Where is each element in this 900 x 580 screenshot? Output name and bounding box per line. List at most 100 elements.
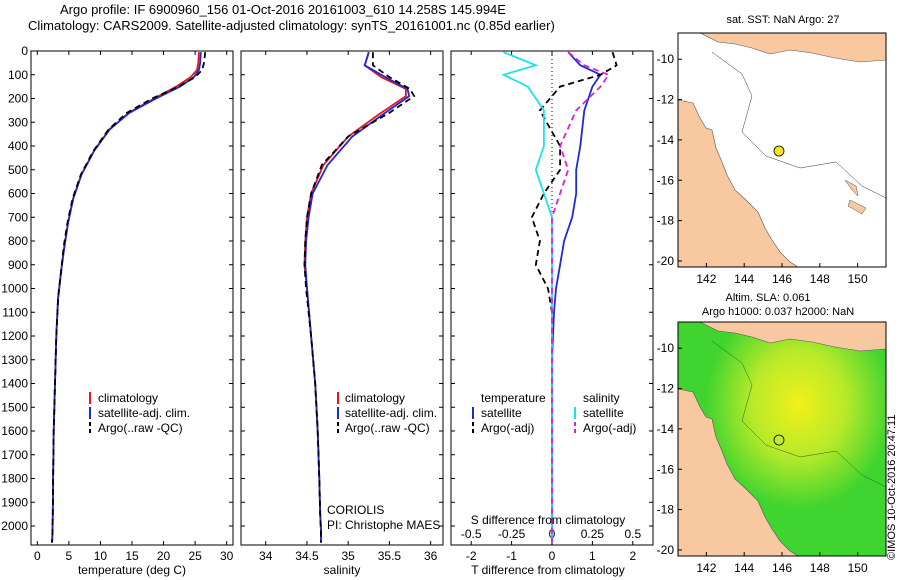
sst-map	[678, 33, 886, 267]
map-x-tick-label: 150	[848, 272, 868, 286]
imos-timestamp: ©IMOS 10-Oct-2016 20:47:11	[886, 414, 898, 560]
map-x-tick-label: 142	[696, 272, 716, 286]
x-tick-label: -2	[466, 549, 477, 563]
temperature-legend: climatology satellite-adj. clim. Argo(..…	[89, 391, 190, 435]
y-tick-label: 1600	[1, 424, 28, 438]
y-tick-label: 1200	[1, 329, 28, 343]
y-tick-label: 400	[8, 139, 28, 153]
temperature-plot-frame	[30, 50, 234, 546]
map-y-tick-label: -14	[657, 422, 675, 436]
map-y-tick-label: -12	[657, 93, 675, 107]
map-y-tick-label: -16	[657, 173, 675, 187]
figure-title-line1: Argo profile: IF 6900960_156 01-Oct-2016…	[60, 2, 506, 17]
institution-label: CORIOLIS	[327, 503, 384, 517]
x-tick-label: 0	[549, 549, 556, 563]
landmass-png	[699, 322, 886, 352]
s-tick-label: 0.5	[624, 527, 641, 541]
y-tick-label: 500	[8, 163, 28, 177]
sst-map-ticks: 142 144 146 148 150 -10 -12 -14 -16 -18 -20	[657, 52, 868, 286]
landmass-australia	[678, 388, 799, 556]
legend-climatology: climatology	[98, 391, 158, 405]
sla-map	[678, 322, 886, 556]
x-tick-label: 2	[629, 549, 636, 563]
s-difference-x-label: S difference from climatology	[471, 513, 626, 527]
series-line-satellite	[501, 51, 553, 543]
difference-plot: -2 -1 0 1 2-0.5 -0.25 0 0.25 0.5	[451, 50, 653, 563]
y-tick-label: 1900	[1, 495, 28, 509]
sst-map-title: sat. SST: NaN Argo: 27	[726, 14, 839, 26]
figure-title-line2: Climatology: CARS2009. Satellite-adjuste…	[28, 18, 555, 33]
temperature-x-label: temperature (deg C)	[78, 563, 186, 577]
legend-satellite-adj: satellite-adj. clim.	[345, 406, 437, 420]
sla-map-ticks: 142 144 146 148 150 -10 -12 -14 -16 -18 -20	[657, 341, 868, 575]
s-tick-label: 0.25	[581, 527, 605, 541]
argo-location-marker	[773, 145, 785, 157]
y-tick-label: 900	[8, 258, 28, 272]
temperature-plot: 0 5 10 15 20 25 300100200300400500600700800900…	[1, 44, 233, 563]
series-line-argo-raw-qc-	[303, 52, 416, 543]
salinity-plot-frame	[240, 50, 444, 546]
map-y-tick-label: -20	[657, 254, 675, 268]
y-tick-label: 200	[8, 92, 28, 106]
map-x-tick-label: 144	[734, 561, 754, 575]
series-line-satellite	[551, 51, 602, 543]
series-line-satellite-adj-clim-	[304, 51, 411, 543]
series-line-argo-adj-	[551, 51, 610, 543]
map-x-tick-label: 150	[848, 561, 868, 575]
landmass-australia	[678, 99, 799, 267]
map-x-tick-label: 148	[810, 561, 830, 575]
y-tick-label: 1800	[1, 472, 28, 486]
legend-header-salinity: salinity	[583, 391, 620, 405]
map-x-tick-label: 142	[696, 561, 716, 575]
series-line-argo-raw-qc-	[51, 52, 207, 543]
y-tick-label: 1000	[1, 282, 28, 296]
x-tick-label: 30	[220, 549, 234, 563]
legend-climatology: climatology	[345, 391, 405, 405]
x-tick-label: 34	[259, 549, 273, 563]
map-y-tick-label: -12	[657, 382, 675, 396]
legend-s-argo: Argo(-adj)	[583, 421, 636, 435]
y-tick-label: 1500	[1, 400, 28, 414]
map-y-tick-label: -18	[657, 214, 675, 228]
sla-map-title1: Altim. SLA: 0.061	[726, 292, 811, 304]
y-tick-label: 700	[8, 210, 28, 224]
legend-argo: Argo(..raw -QC)	[345, 421, 430, 435]
x-tick-label: 15	[125, 549, 139, 563]
series-line-satellite-adj-clim-	[51, 52, 202, 543]
x-tick-label: 5	[66, 549, 73, 563]
map-y-tick-label: -20	[657, 543, 675, 557]
landmass-png	[699, 33, 886, 63]
difference-legend: temperature salinity satellite Argo(-adj…	[472, 391, 636, 435]
y-tick-label: 300	[8, 115, 28, 129]
y-tick-label: 0	[21, 44, 28, 58]
x-tick-label: 35	[342, 549, 356, 563]
y-tick-label: 800	[8, 234, 28, 248]
t-difference-x-label: T difference from climatology	[471, 563, 625, 577]
x-tick-label: 34.5	[295, 549, 319, 563]
map-x-tick-label: 146	[772, 561, 792, 575]
map-y-tick-label: -16	[657, 462, 675, 476]
map-y-tick-label: -10	[657, 341, 675, 355]
legend-s-satellite: satellite	[583, 406, 624, 420]
x-tick-label: 0	[34, 549, 41, 563]
y-tick-label: 2000	[1, 519, 28, 533]
map-x-tick-label: 144	[734, 272, 754, 286]
map-x-tick-label: 148	[810, 272, 830, 286]
series-line-climatology	[51, 52, 200, 543]
salinity-legend: climatology satellite-adj. clim. Argo(..…	[337, 391, 437, 435]
legend-argo: Argo(..raw -QC)	[98, 421, 183, 435]
y-tick-label: 1300	[1, 353, 28, 367]
s-tick-label: -0.5	[461, 527, 482, 541]
pi-label: PI: Christophe MAES	[327, 518, 440, 532]
x-tick-label: 25	[188, 549, 202, 563]
legend-header-temperature: temperature	[481, 391, 546, 405]
map-y-tick-label: -10	[657, 52, 675, 66]
salinity-x-label: salinity	[324, 563, 361, 577]
x-tick-label: 1	[589, 549, 596, 563]
y-tick-label: 600	[8, 187, 28, 201]
x-tick-label: 10	[94, 549, 108, 563]
x-tick-label: -1	[506, 549, 517, 563]
legend-t-argo: Argo(-adj)	[481, 421, 534, 435]
s-tick-label: -0.25	[498, 527, 526, 541]
